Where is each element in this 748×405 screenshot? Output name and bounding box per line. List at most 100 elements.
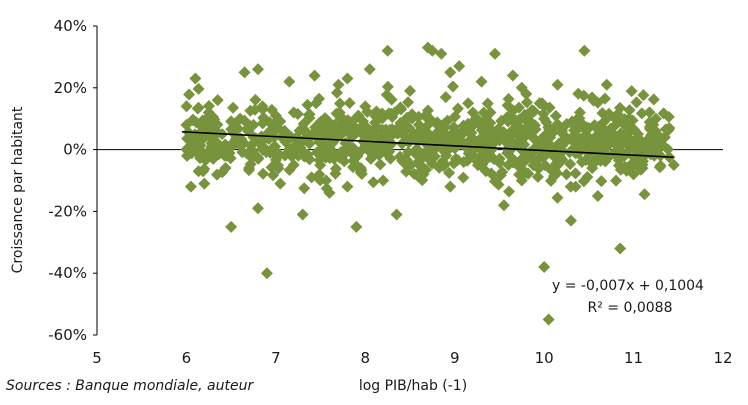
data-point: [636, 155, 649, 168]
data-point: [507, 104, 520, 117]
data-point: [569, 147, 582, 160]
data-point: [406, 108, 419, 121]
data-point: [572, 87, 585, 100]
data-point: [614, 135, 627, 148]
x-tick-label: 12: [713, 349, 732, 367]
data-point: [438, 158, 451, 171]
data-point: [521, 111, 534, 124]
data-point: [634, 134, 647, 147]
data-point: [257, 144, 270, 157]
data-point: [542, 313, 555, 326]
data-point: [602, 138, 615, 151]
data-point: [380, 88, 393, 101]
data-point: [595, 175, 608, 188]
data-point: [667, 159, 680, 172]
data-point: [620, 164, 633, 177]
trendline: [181, 130, 674, 159]
data-point: [560, 168, 573, 181]
data-point: [614, 242, 627, 255]
data-point: [314, 142, 327, 155]
data-point: [388, 106, 401, 119]
data-point: [560, 117, 573, 130]
data-point: [244, 158, 257, 171]
data-point: [451, 154, 464, 167]
data-point: [383, 123, 396, 136]
data-point: [398, 129, 411, 142]
data-point: [485, 167, 498, 180]
data-point: [468, 134, 481, 147]
data-point: [189, 128, 202, 141]
data-point: [540, 116, 553, 129]
data-point: [435, 47, 448, 60]
data-point: [625, 85, 638, 98]
data-point: [341, 72, 354, 85]
trendline-equation: y = -0,007x + 0,1004: [552, 278, 704, 294]
data-point: [494, 128, 507, 141]
data-point: [464, 126, 477, 139]
data-point: [201, 114, 214, 127]
data-point: [468, 142, 481, 155]
data-point: [211, 94, 224, 107]
data-point: [205, 133, 218, 146]
data-point: [443, 137, 456, 150]
y-tick-label: 20%: [54, 79, 87, 97]
data-point: [181, 149, 194, 162]
data-point: [591, 189, 604, 202]
x-tick-label: 9: [450, 349, 460, 367]
data-point: [192, 165, 205, 178]
data-point: [588, 134, 601, 147]
data-point: [251, 63, 264, 76]
data-point: [444, 180, 457, 193]
data-point: [433, 126, 446, 139]
data-point: [581, 170, 594, 183]
data-point: [180, 100, 193, 113]
data-point: [383, 145, 396, 158]
data-point: [599, 155, 612, 168]
data-point: [506, 69, 519, 82]
data-point: [592, 120, 605, 133]
data-point: [265, 103, 278, 116]
data-point: [643, 106, 656, 119]
data-point: [251, 202, 264, 215]
data-point: [653, 161, 666, 174]
data-point: [508, 126, 521, 139]
data-point: [404, 84, 416, 97]
data-point: [191, 102, 204, 115]
data-point: [245, 139, 258, 152]
source-note: Sources : Banque mondiale, auteur: [6, 378, 254, 394]
data-point: [249, 93, 262, 106]
data-point: [374, 158, 387, 171]
data-point: [303, 108, 316, 121]
data-point: [510, 114, 523, 127]
data-point: [602, 107, 615, 120]
data-point: [308, 69, 321, 82]
data-point: [600, 78, 613, 91]
data-point: [503, 185, 516, 198]
data-point: [481, 97, 494, 110]
data-point: [444, 66, 457, 79]
x-tick-label: 5: [92, 349, 102, 367]
data-point: [238, 66, 251, 79]
y-tick-label: -20%: [48, 202, 87, 220]
data-point: [367, 176, 380, 189]
data-point: [320, 174, 333, 187]
data-point: [439, 91, 452, 104]
data-point: [551, 118, 564, 131]
data-point: [649, 139, 662, 152]
data-point: [361, 105, 374, 118]
data-point: [283, 163, 296, 176]
data-point: [411, 149, 424, 162]
data-point: [198, 177, 211, 190]
data-point: [453, 60, 466, 73]
data-point: [321, 124, 334, 137]
data-point: [274, 177, 287, 190]
data-point: [234, 132, 247, 145]
data-point: [269, 140, 282, 153]
data-point: [502, 92, 515, 105]
data-point: [478, 153, 491, 166]
data-point: [314, 134, 327, 147]
data-point: [551, 191, 564, 204]
data-point: [634, 144, 647, 157]
data-point: [350, 220, 363, 233]
